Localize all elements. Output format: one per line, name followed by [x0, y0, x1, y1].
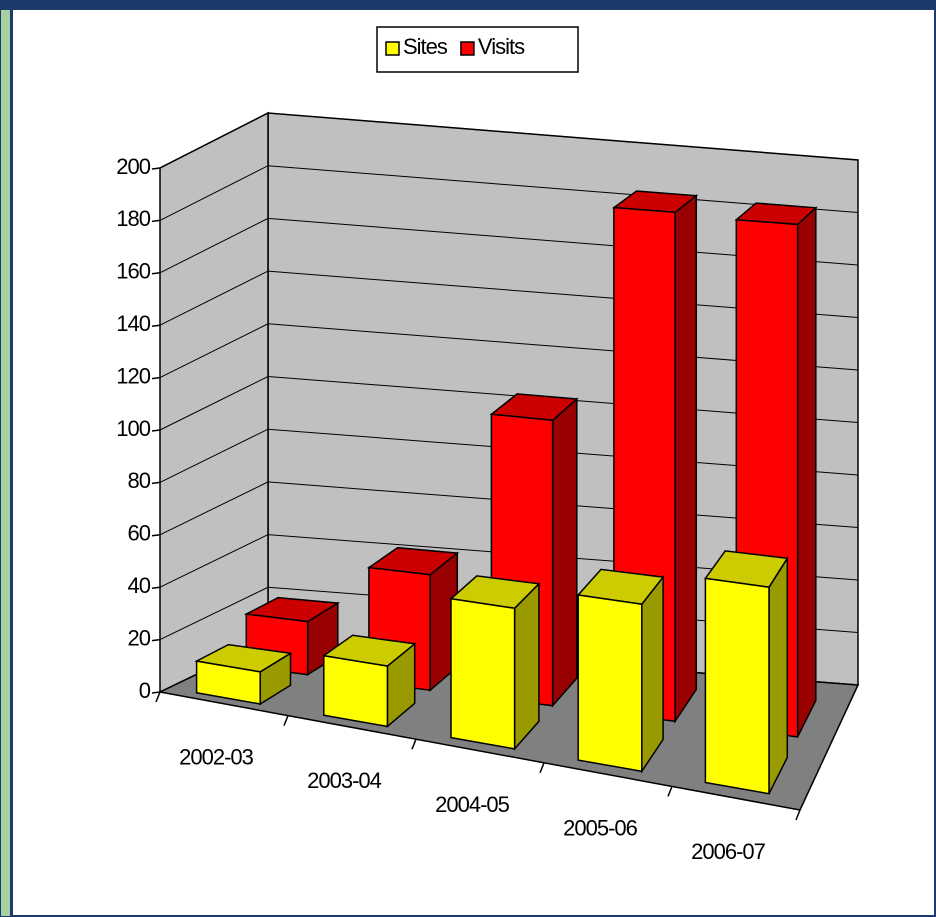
y-tick: [151, 429, 161, 432]
y-tick-label: 120: [116, 363, 150, 388]
bar-side: [674, 194, 698, 724]
legend-label: Sites: [403, 34, 448, 59]
x-tick-label: 2002-03: [179, 745, 254, 770]
side-strip: [0, 8, 12, 917]
legend-swatch: [385, 41, 400, 56]
y-tick-label: 40: [128, 573, 151, 598]
bar-front: [450, 597, 516, 750]
x-tick: [795, 809, 801, 821]
y-tick: [151, 272, 161, 275]
bar: [243, 596, 341, 676]
y-tick: [151, 219, 161, 223]
y-tick: [151, 481, 161, 485]
legend-box: [376, 26, 579, 73]
y-tick: [151, 534, 161, 537]
bar: [704, 550, 789, 795]
y-tick-label: 20: [128, 625, 151, 650]
bar: [321, 634, 417, 729]
bar-front: [577, 594, 643, 773]
bar-side: [513, 581, 540, 751]
bar: [449, 575, 541, 751]
bar-side: [768, 555, 789, 795]
bar: [576, 568, 665, 774]
y-tick-label: 100: [116, 416, 150, 441]
y-tick: [151, 586, 161, 589]
top-border: [0, 0, 936, 9]
x-tick-label: 2003-04: [307, 768, 382, 793]
panel-border: [11, 8, 936, 917]
side-wall: [159, 111, 269, 694]
y-tick: [151, 376, 161, 380]
y-tick-label: 160: [116, 259, 150, 284]
y-tick-label: 180: [116, 206, 150, 231]
x-tick: [539, 762, 545, 774]
grid-line: [159, 112, 859, 169]
y-tick: [151, 167, 161, 170]
y-tick: [151, 638, 161, 642]
bar-side: [796, 206, 817, 738]
bar-front: [323, 654, 389, 728]
y-tick-label: 140: [116, 311, 150, 336]
bar-side: [551, 397, 578, 708]
bar-side: [641, 574, 664, 774]
x-tick: [283, 715, 289, 726]
legend: Sites Visits: [376, 26, 579, 73]
plot: 0 20 40 60 80 100 120 140 160 180 200 2002-03 2003-0…: [116, 111, 860, 864]
x-tick-label: 2004-05: [435, 792, 510, 817]
x-tick: [667, 786, 673, 797]
y-tick-label: 60: [128, 521, 151, 546]
legend-swatch: [460, 41, 475, 56]
y-tick: [151, 324, 161, 327]
bar: [194, 643, 293, 706]
y-tick: [151, 691, 161, 694]
y-tick-label: 200: [116, 154, 150, 179]
y-tick-label: 0: [139, 678, 151, 703]
x-tick: [155, 691, 161, 703]
legend-label: Visits: [478, 34, 525, 59]
y-tick-label: 80: [128, 468, 151, 493]
bar-front: [704, 577, 770, 795]
x-tick-label: 2006-07: [691, 839, 766, 864]
x-tick-label: 2005-06: [563, 815, 638, 840]
x-tick: [411, 738, 417, 750]
bar-front: [195, 660, 261, 705]
